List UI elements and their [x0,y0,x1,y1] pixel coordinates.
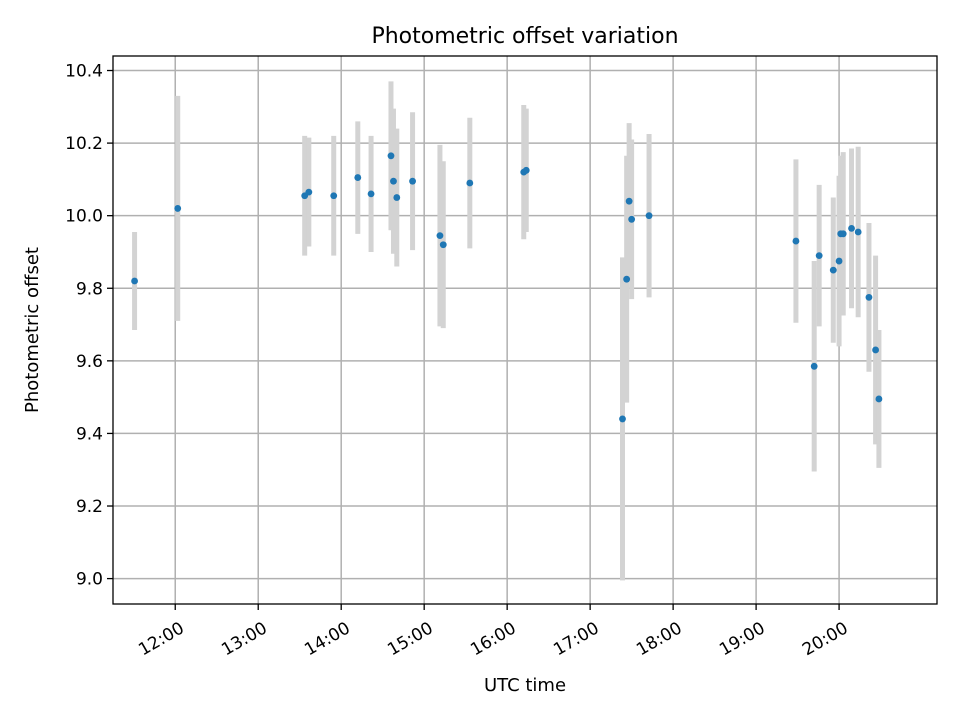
data-point [875,395,883,403]
data-point [628,215,636,223]
data-point [619,415,626,423]
chart-title: Photometric offset variation [371,24,678,49]
data-point [829,266,837,274]
data-point [409,177,416,185]
data-point [305,188,313,196]
data-point [436,232,444,240]
data-point [792,237,800,245]
y-tick-label: 10.0 [65,207,103,227]
y-tick-label: 9.0 [76,570,103,590]
data-point [354,174,362,181]
data-points [131,152,883,423]
data-point [466,179,474,187]
data-point [872,346,879,354]
x-axis-label: UTC time [484,675,566,696]
data-point [645,212,653,220]
y-tick-label: 9.6 [76,352,103,372]
data-point [387,152,395,160]
y-tick-label: 9.8 [76,279,103,299]
y-tick-label: 9.2 [76,497,103,517]
data-point [131,277,138,285]
data-point [330,192,338,200]
y-tick-label: 10.4 [65,62,103,82]
data-point [865,293,873,301]
y-axis-label: Photometric offset [22,247,43,413]
data-point [439,241,447,249]
y-tick-label: 9.4 [76,424,103,444]
data-point [174,205,182,212]
data-point [810,362,818,370]
data-point [625,197,633,205]
data-point [848,224,855,232]
data-point [393,194,401,201]
data-point [623,275,631,283]
data-point [815,252,823,260]
data-point [854,228,862,236]
data-point [839,230,847,238]
data-point [835,257,843,265]
data-point [390,177,397,185]
plot-frame [112,55,938,605]
data-point [367,190,375,198]
data-point [522,166,530,174]
y-tick-label: 10.2 [65,134,103,154]
